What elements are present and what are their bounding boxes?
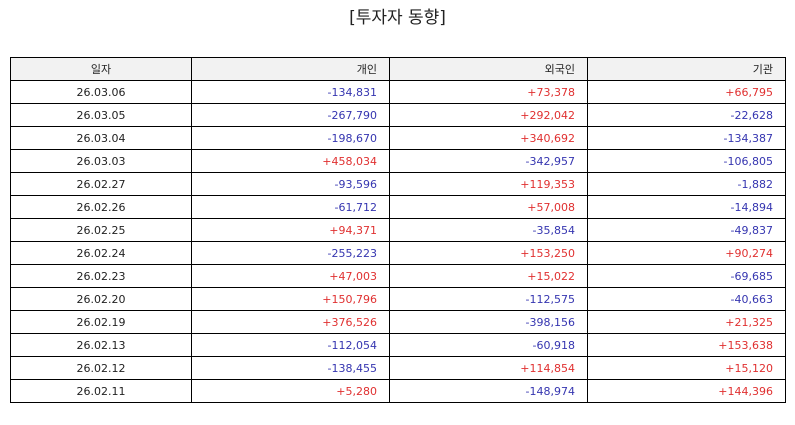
individual-cell: +150,796 (191, 287, 390, 311)
individual-cell: +458,034 (191, 149, 390, 173)
column-header-date: 일자 (10, 57, 192, 81)
table-row: 26.02.24 -255,223 +153,250 +90,274 (10, 241, 786, 265)
foreign-cell: +292,042 (389, 103, 588, 127)
column-header-institution: 기관 (587, 57, 786, 81)
date-cell: 26.02.20 (10, 287, 192, 311)
institution-cell: -106,805 (587, 149, 786, 173)
date-cell: 26.02.23 (10, 264, 192, 288)
institution-cell: +153,638 (587, 333, 786, 357)
table-row: 26.03.05 -267,790 +292,042 -22,628 (10, 103, 786, 127)
foreign-cell: +57,008 (389, 195, 588, 219)
table-row: 26.02.20 +150,796 -112,575 -40,663 (10, 287, 786, 311)
table-row: 26.02.12 -138,455 +114,854 +15,120 (10, 356, 786, 380)
table-header-row: 일자 개인 외국인 기관 (10, 57, 786, 81)
date-cell: 26.02.13 (10, 333, 192, 357)
institution-cell: +66,795 (587, 80, 786, 104)
table-row: 26.02.11 +5,280 -148,974 +144,396 (10, 379, 786, 403)
column-header-individual: 개인 (191, 57, 390, 81)
institution-cell: -14,894 (587, 195, 786, 219)
page-title: [투자자 동향] (349, 8, 446, 28)
individual-cell: -255,223 (191, 241, 390, 265)
date-cell: 26.03.03 (10, 149, 192, 173)
date-cell: 26.02.26 (10, 195, 192, 219)
date-cell: 26.03.06 (10, 80, 192, 104)
date-cell: 26.02.24 (10, 241, 192, 265)
individual-cell: -267,790 (191, 103, 390, 127)
date-cell: 26.03.05 (10, 103, 192, 127)
institution-cell: -134,387 (587, 126, 786, 150)
table-row: 26.02.23 +47,003 +15,022 -69,685 (10, 264, 786, 288)
individual-cell: -61,712 (191, 195, 390, 219)
table-row: 26.03.04 -198,670 +340,692 -134,387 (10, 126, 786, 150)
date-cell: 26.02.19 (10, 310, 192, 334)
table-row: 26.03.06 -134,831 +73,378 +66,795 (10, 80, 786, 104)
institution-cell: +144,396 (587, 379, 786, 403)
individual-cell: -112,054 (191, 333, 390, 357)
date-cell: 26.02.12 (10, 356, 192, 380)
institution-cell: -40,663 (587, 287, 786, 311)
table-row: 26.02.25 +94,371 -35,854 -49,837 (10, 218, 786, 242)
date-cell: 26.02.11 (10, 379, 192, 403)
table-row: 26.02.19 +376,526 -398,156 +21,325 (10, 310, 786, 334)
foreign-cell: +153,250 (389, 241, 588, 265)
individual-cell: -138,455 (191, 356, 390, 380)
individual-cell: -198,670 (191, 126, 390, 150)
foreign-cell: -342,957 (389, 149, 588, 173)
institution-cell: +90,274 (587, 241, 786, 265)
date-cell: 26.02.25 (10, 218, 192, 242)
foreign-cell: +73,378 (389, 80, 588, 104)
column-header-foreign: 외국인 (389, 57, 588, 81)
institution-cell: -1,882 (587, 172, 786, 196)
individual-cell: +5,280 (191, 379, 390, 403)
institution-cell: +15,120 (587, 356, 786, 380)
foreign-cell: -148,974 (389, 379, 588, 403)
foreign-cell: -112,575 (389, 287, 588, 311)
individual-cell: -93,596 (191, 172, 390, 196)
table-row: 26.03.03 +458,034 -342,957 -106,805 (10, 149, 786, 173)
foreign-cell: +114,854 (389, 356, 588, 380)
foreign-cell: -35,854 (389, 218, 588, 242)
institution-cell: -22,628 (587, 103, 786, 127)
table-row: 26.02.26 -61,712 +57,008 -14,894 (10, 195, 786, 219)
investor-trend-table: 일자 개인 외국인 기관 26.03.06 -134,831 +73,378 +66,… (10, 57, 786, 403)
institution-cell: -49,837 (587, 218, 786, 242)
institution-cell: -69,685 (587, 264, 786, 288)
foreign-cell: +119,353 (389, 172, 588, 196)
date-cell: 26.03.04 (10, 126, 192, 150)
institution-cell: +21,325 (587, 310, 786, 334)
foreign-cell: -398,156 (389, 310, 588, 334)
individual-cell: +47,003 (191, 264, 390, 288)
foreign-cell: +15,022 (389, 264, 588, 288)
individual-cell: -134,831 (191, 80, 390, 104)
foreign-cell: -60,918 (389, 333, 588, 357)
table-row: 26.02.13 -112,054 -60,918 +153,638 (10, 333, 786, 357)
table-row: 26.02.27 -93,596 +119,353 -1,882 (10, 172, 786, 196)
foreign-cell: +340,692 (389, 126, 588, 150)
individual-cell: +376,526 (191, 310, 390, 334)
individual-cell: +94,371 (191, 218, 390, 242)
date-cell: 26.02.27 (10, 172, 192, 196)
